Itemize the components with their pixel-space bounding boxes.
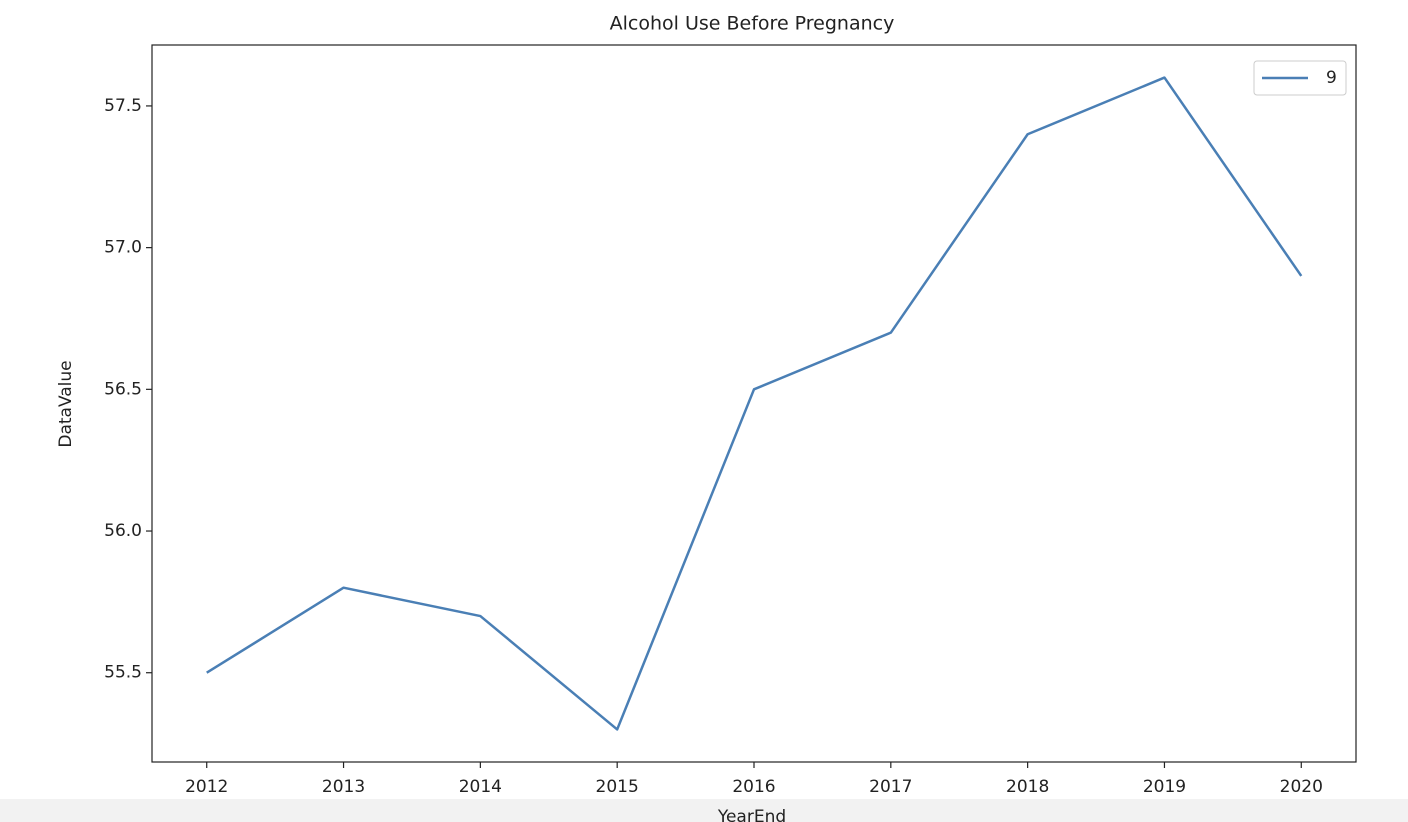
x-tick-label: 2018: [1006, 777, 1049, 797]
x-axis-label: YearEnd: [717, 807, 786, 822]
data-line: [206, 76, 1303, 731]
x-tick-label: 2013: [322, 777, 365, 797]
x-tick-label: 2015: [596, 777, 639, 797]
x-tick-label: 2017: [869, 777, 912, 797]
x-tick-label: 2016: [732, 777, 775, 797]
y-tick-label: 56.5: [104, 379, 142, 399]
y-axis-label: DataValue: [56, 360, 76, 447]
y-tick-label: 57.5: [104, 96, 142, 116]
y-tick-label: 56.0: [104, 521, 142, 541]
bottom-strip: [0, 799, 1408, 822]
x-tick-label: 2019: [1143, 777, 1186, 797]
chart-title: Alcohol Use Before Pregnancy: [610, 13, 895, 35]
y-tick-label: 55.5: [104, 663, 142, 683]
plot-frame: [151, 44, 1357, 763]
x-tick-label: 2012: [185, 777, 228, 797]
y-tick-label: 57.0: [104, 238, 142, 258]
x-tick-label: 2020: [1280, 777, 1323, 797]
x-tick-label: 2014: [459, 777, 502, 797]
legend-label: 9: [1326, 68, 1337, 88]
